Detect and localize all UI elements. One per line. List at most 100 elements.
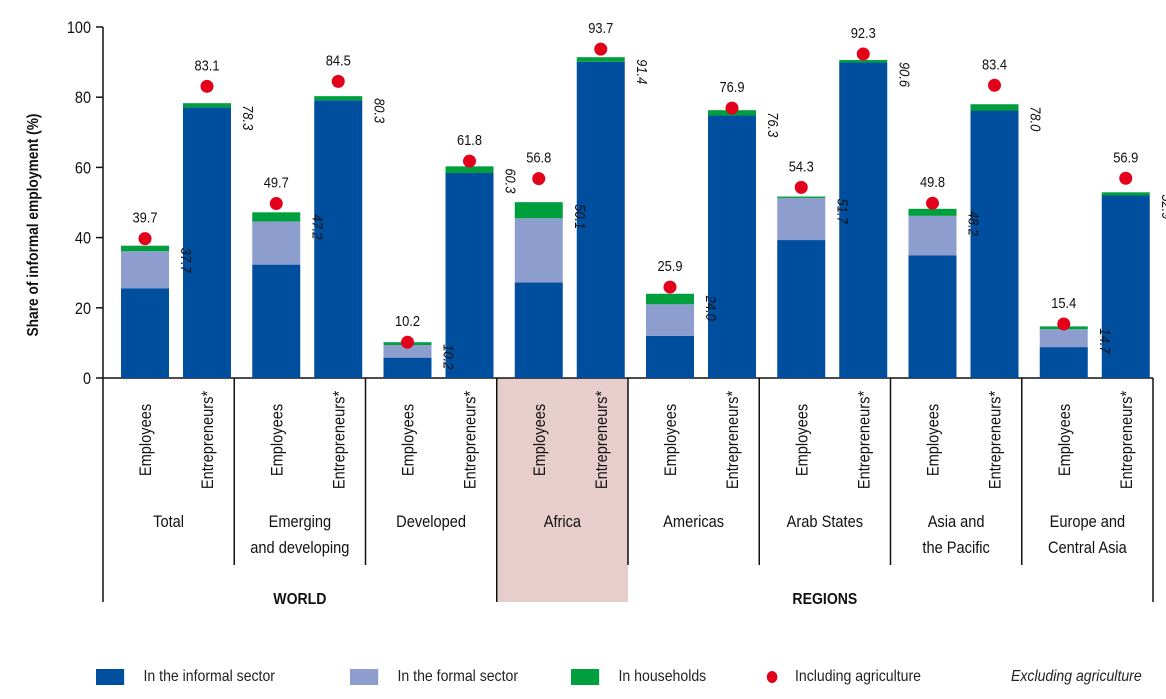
highlight-band <box>496 378 628 602</box>
excluding-label-3-1: 91.4 <box>634 59 651 84</box>
agriculture-dot-4-0 <box>663 280 677 294</box>
excluding-label-7-0: 14.7 <box>1097 328 1114 354</box>
agriculture-dot-0-0 <box>138 232 152 246</box>
including-label-2-0: 10.2 <box>395 312 420 329</box>
bar-informal-5-1 <box>839 62 888 379</box>
including-label-4-0: 25.9 <box>657 257 682 274</box>
category-label-2-0: Employees <box>400 404 418 476</box>
including-label-5-1: 92.3 <box>851 24 876 41</box>
bar-households-1-1 <box>314 96 363 101</box>
legend: In the informal sector In the formal sec… <box>0 668 1166 696</box>
category-label-6-0: Employees <box>925 404 943 476</box>
excluding-label-7-1: 52.9 <box>1159 194 1166 219</box>
agriculture-dot-0-1 <box>200 79 214 93</box>
excluding-label-2-0: 10.2 <box>440 344 457 369</box>
bar-informal-2-0 <box>383 357 432 378</box>
category-label-1-0: Employees <box>268 404 286 476</box>
group-label-4-0: Americas <box>663 513 724 531</box>
y-tick-label-0: 0 <box>83 370 91 388</box>
bars-layer <box>121 42 1150 379</box>
category-label-2-1: Entrepreneurs* <box>462 391 480 489</box>
group-label-5-0: Arab States <box>787 513 863 531</box>
excluding-label-3-0: 50.1 <box>572 204 589 229</box>
group-label-1-1: and developing <box>250 539 349 557</box>
section-label-world: WORLD <box>273 590 326 608</box>
bar-households-5-1 <box>839 59 888 63</box>
group-label-0-0: Total <box>153 513 184 531</box>
including-label-6-1: 83.4 <box>982 55 1007 72</box>
legend-label-informal: In the informal sector <box>143 668 275 685</box>
excluding-label-6-1: 78.0 <box>1027 106 1044 131</box>
excluding-label-4-0: 24.0 <box>703 295 720 321</box>
agriculture-dot-7-0 <box>1057 317 1071 331</box>
bar-formal-1-0 <box>252 221 301 265</box>
group-label-6-0: Asia and <box>928 513 985 531</box>
agriculture-dot-2-0 <box>401 335 414 349</box>
y-tick-label-40: 40 <box>75 230 91 248</box>
including-label-6-0: 49.8 <box>920 173 945 190</box>
legend-label-excluding-agriculture: Excluding agriculture <box>1011 668 1142 685</box>
bar-formal-7-0 <box>1039 329 1088 348</box>
including-label-3-0: 56.8 <box>526 149 551 166</box>
category-label-7-1: Entrepreneurs* <box>1118 391 1136 489</box>
bar-households-7-1 <box>1101 192 1150 196</box>
highlight-band-layer <box>496 378 628 602</box>
excluding-label-0-1: 78.3 <box>240 105 257 130</box>
agriculture-dot-4-1 <box>725 101 739 115</box>
agriculture-dot-6-0 <box>926 196 939 210</box>
bar-informal-7-0 <box>1039 347 1088 378</box>
bar-households-6-0 <box>908 208 957 216</box>
category-label-0-1: Entrepreneurs* <box>199 391 217 489</box>
group-label-7-0: Europe and <box>1050 513 1126 531</box>
bar-households-5-0 <box>777 196 826 198</box>
axes-layer: 0 20 40 60 80 100 <box>67 19 1154 602</box>
bar-households-2-1 <box>445 166 494 174</box>
labels-layer: WORLD REGIONS 39.7 37.7 Employees 83.1 78.3 Ent… <box>132 19 1166 608</box>
bar-formal-2-0 <box>383 345 432 358</box>
excluding-label-2-1: 60.3 <box>502 168 519 193</box>
bar-informal-2-1 <box>445 173 494 378</box>
agriculture-dot-7-1 <box>1119 171 1133 185</box>
including-label-4-1: 76.9 <box>719 78 744 95</box>
legend-item-informal: In the informal sector <box>96 668 275 686</box>
excluding-label-1-1: 80.3 <box>371 98 388 123</box>
agriculture-dot-5-1 <box>856 47 870 61</box>
agriculture-dot-1-0 <box>269 197 283 211</box>
bar-informal-5-0 <box>777 240 826 378</box>
stacked-bar-chart: 0 20 40 60 80 100 WORLD REGIONS 39.7 37.7 Employe… <box>24 19 1166 608</box>
category-label-4-0: Employees <box>662 404 680 476</box>
group-label-2-0: Developed <box>396 513 466 531</box>
category-label-0-0: Employees <box>137 404 155 476</box>
legend-dot-agriculture <box>766 671 778 683</box>
legend-swatch-households <box>571 669 600 685</box>
category-label-6-1: Entrepreneurs* <box>987 391 1005 489</box>
including-label-0-1: 83.1 <box>194 56 219 73</box>
bar-households-1-0 <box>252 212 301 222</box>
including-label-5-0: 54.3 <box>789 157 814 174</box>
excluding-label-1-0: 47.2 <box>309 214 326 239</box>
bar-households-0-0 <box>121 245 169 252</box>
category-label-3-1: Entrepreneurs* <box>593 391 611 489</box>
excluding-label-6-0: 48.2 <box>965 211 982 236</box>
category-label-5-0: Employees <box>793 404 811 476</box>
excluding-label-0-0: 37.7 <box>178 248 195 274</box>
group-label-6-1: the Pacific <box>922 539 989 557</box>
including-label-7-1: 56.9 <box>1113 148 1138 165</box>
bar-formal-5-0 <box>777 197 826 241</box>
bar-informal-0-1 <box>183 107 231 378</box>
category-label-5-1: Entrepreneurs* <box>855 391 873 489</box>
category-label-7-0: Employees <box>1056 404 1074 476</box>
legend-label-formal: In the formal sector <box>397 668 519 685</box>
bar-informal-4-1 <box>708 115 756 379</box>
bar-informal-7-1 <box>1101 195 1150 378</box>
bar-informal-3-1 <box>576 61 625 379</box>
bar-informal-1-1 <box>314 100 363 378</box>
bar-informal-6-1 <box>970 110 1019 379</box>
group-label-1-0: Emerging <box>269 513 332 531</box>
bar-formal-3-0 <box>514 218 563 283</box>
group-label-7-1: Central Asia <box>1048 539 1127 557</box>
bar-households-4-0 <box>646 293 694 305</box>
y-axis-label: Share of informal employment (%) <box>24 113 42 336</box>
legend-label-including-agriculture: Including agriculture <box>794 668 921 685</box>
legend-swatch-formal <box>350 669 379 685</box>
